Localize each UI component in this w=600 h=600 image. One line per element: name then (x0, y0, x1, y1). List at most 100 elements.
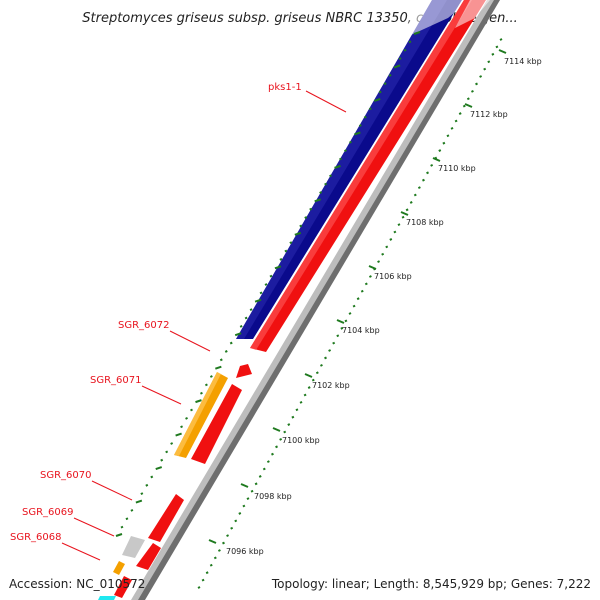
tick-mark (266, 460, 270, 464)
tick-mark (413, 193, 417, 197)
tick-mark (222, 541, 225, 545)
tick-mark (209, 375, 213, 378)
major-tick (336, 319, 345, 324)
tick-mark (283, 430, 287, 434)
tick-mark (470, 89, 474, 93)
gene-label[interactable]: SGR_6068 (10, 532, 62, 543)
tick-mark (195, 399, 202, 404)
tick-mark (238, 512, 242, 515)
gene-label[interactable]: SGR_6070 (40, 470, 92, 481)
tick-mark (499, 38, 503, 41)
tick-mark (287, 423, 291, 426)
tick-mark (229, 341, 233, 345)
major-tick (432, 157, 441, 162)
tick-mark (344, 319, 348, 323)
tick-mark (295, 408, 299, 412)
tick-mark (269, 274, 273, 278)
tick-mark (258, 475, 262, 478)
pks1-1-gene-red[interactable] (250, 0, 490, 352)
tick-mark (246, 497, 250, 501)
tick-mark (388, 73, 392, 77)
tick-mark (199, 391, 203, 395)
tick-mark (383, 82, 387, 86)
leader-line (305, 90, 347, 113)
tick-mark (135, 499, 143, 504)
tick-mark (446, 134, 450, 138)
kbp-label: 7096 kbp (226, 547, 264, 556)
tick-mark (125, 517, 129, 521)
tick-mark (130, 509, 134, 512)
gene-sgr-6071-red[interactable] (191, 384, 242, 464)
tick-mark (190, 408, 193, 412)
tick-mark (284, 249, 288, 253)
major-tick (304, 373, 313, 378)
tick-mark (299, 224, 303, 228)
backbone-track (131, 0, 500, 600)
tick-mark (274, 265, 282, 270)
gene-sgr-6069-red[interactable] (136, 543, 161, 570)
gene-cyan[interactable] (98, 596, 116, 600)
tick-mark (307, 386, 311, 389)
gene-bottom-red[interactable] (114, 576, 132, 598)
tick-mark (368, 275, 372, 278)
tick-mark (368, 107, 372, 111)
kbp-label: 7100 kbp (282, 436, 320, 445)
tick-mark (217, 549, 221, 552)
tick-mark (319, 191, 323, 194)
tick-mark (319, 363, 323, 367)
tick-mark (336, 334, 340, 338)
tick-mark (304, 216, 308, 219)
tick-mark (398, 57, 402, 60)
tick-mark (356, 297, 360, 301)
gene-sgr-6071-orange[interactable] (174, 372, 228, 458)
tick-mark (175, 432, 182, 437)
tick-mark (324, 182, 328, 186)
tick-mark (150, 475, 154, 479)
kbp-label: 7106 kbp (374, 272, 412, 281)
tick-mark (271, 452, 274, 456)
tick-mark (213, 556, 217, 560)
tick-mark (339, 157, 342, 161)
tick-mark (303, 393, 307, 397)
tick-mark (155, 466, 163, 471)
tick-mark (324, 356, 327, 360)
gene-sgr-6070[interactable] (148, 494, 184, 542)
tick-mark (279, 437, 283, 441)
gene-sgr-6072[interactable] (236, 364, 252, 378)
kbp-label: 7102 kbp (312, 381, 350, 390)
tick-mark (397, 223, 401, 227)
tick-mark (180, 425, 184, 429)
tick-mark (358, 124, 362, 127)
tick-mark (259, 291, 263, 295)
tick-mark (205, 571, 209, 575)
major-tick (498, 49, 507, 54)
tick-mark (348, 312, 352, 315)
tick-mark (442, 141, 446, 145)
gene-sgr-6068-orange[interactable] (113, 561, 125, 575)
tick-mark (354, 131, 361, 136)
tick-mark (405, 208, 409, 212)
tick-mark (483, 67, 487, 71)
gene-label[interactable]: pks1-1 (268, 82, 302, 93)
tick-mark (378, 90, 382, 94)
major-tick (272, 427, 281, 432)
tick-mark (340, 326, 344, 330)
tick-mark (462, 104, 466, 108)
gene-label[interactable]: SGR_6072 (118, 320, 170, 331)
major-tick (240, 483, 249, 488)
gene-label[interactable]: SGR_6071 (90, 375, 142, 386)
tick-mark (413, 31, 421, 35)
tick-mark (185, 416, 188, 420)
leader-line (169, 330, 211, 352)
tick-mark (120, 525, 124, 529)
gene-label[interactable]: SGR_6069 (22, 507, 74, 518)
tick-mark (115, 533, 123, 537)
gene-sgr-6069-grey[interactable] (122, 536, 145, 558)
pks-gene-blue[interactable] (236, 0, 470, 339)
tick-mark (385, 245, 389, 249)
tick-mark (311, 378, 315, 382)
tick-mark (466, 97, 470, 101)
tick-mark (219, 358, 223, 362)
accession-text: Accession: NC_010572 (9, 577, 146, 591)
